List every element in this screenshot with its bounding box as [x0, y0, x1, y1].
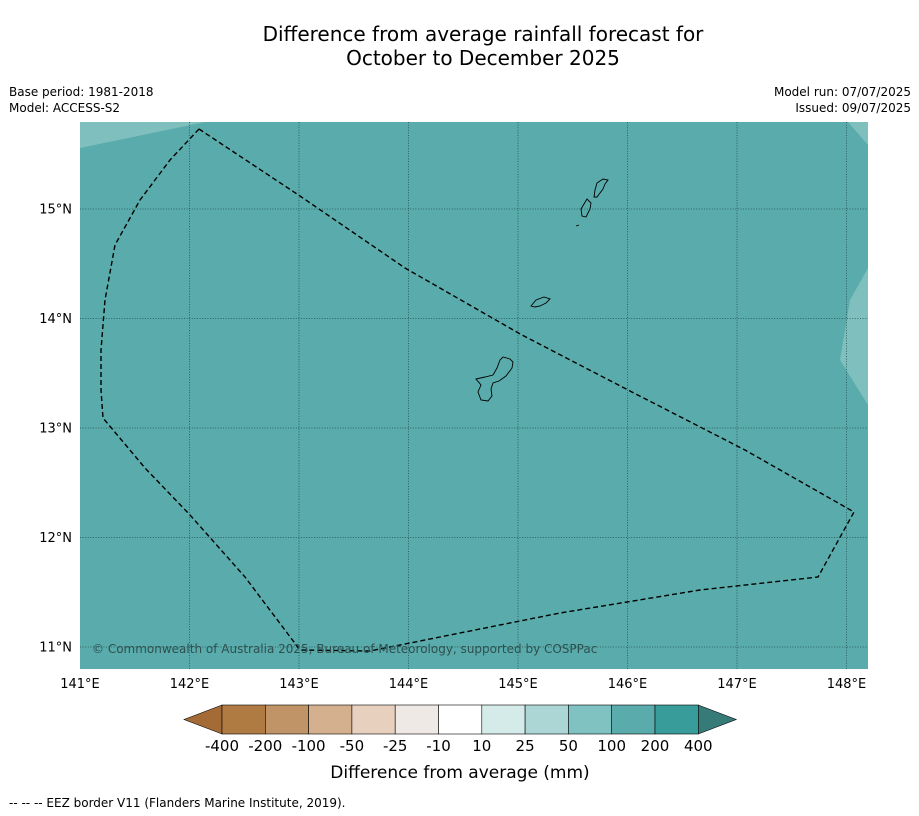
colorbar-tick-label: 50: [559, 737, 578, 755]
model-info: Base period: 1981-2018 Model: ACCESS-S2: [9, 84, 154, 116]
colorbar-swatch: [221, 704, 266, 735]
island-aguijan: [575, 224, 580, 227]
issued-label: Issued: 09/07/2025: [795, 101, 911, 115]
rainfall-region-light-ne: [848, 122, 868, 145]
map-title: Difference from average rainfall forecas…: [0, 22, 919, 70]
lat-label-12: 12°N: [39, 531, 72, 546]
colorbar-tick-label: 100: [597, 737, 626, 755]
rainfall-region-light-e: [840, 268, 868, 405]
model-label: Model: ACCESS-S2: [9, 101, 121, 115]
colorbar-swatch: [351, 704, 396, 735]
model-run-label: Model run: 07/07/2025: [773, 85, 911, 99]
colorbar-swatch: [524, 704, 569, 735]
colorbar-swatch: [264, 704, 309, 735]
island-rota: [530, 296, 551, 308]
lon-label-148: 148°E: [827, 677, 867, 692]
longitude-labels: 141°E 142°E 143°E 144°E 145°E 146°E 147°…: [60, 677, 866, 692]
base-period-label: Base period: 1981-2018: [9, 85, 154, 99]
title-line-2: October to December 2025: [346, 46, 620, 70]
colorbar-tick-label: 10: [472, 737, 491, 755]
eez-legend-note: -- -- -- EEZ border V11 (Flanders Marine…: [9, 796, 346, 810]
lon-label-142: 142°E: [170, 677, 210, 692]
lon-label-143: 143°E: [279, 677, 319, 692]
rainfall-region-light-nw: [80, 122, 205, 148]
colorbar-swatch: [611, 704, 656, 735]
lat-label-11: 11°N: [39, 641, 72, 656]
colorbar-swatches: [183, 704, 738, 735]
colorbar-tick-label: -200: [248, 737, 282, 755]
lon-label-146: 146°E: [608, 677, 648, 692]
colorbar-tick-label: 400: [684, 737, 713, 755]
island-guam: [475, 356, 514, 402]
map-area: © Commonwealth of Australia 2025, Bureau…: [80, 122, 868, 669]
colorbar-swatch: [481, 704, 526, 735]
colorbar-swatch: [438, 704, 483, 735]
colorbar-swatch: [394, 704, 439, 735]
graticule: [80, 122, 868, 669]
lon-label-144: 144°E: [389, 677, 429, 692]
lat-label-14: 14°N: [39, 312, 72, 327]
run-info: Model run: 07/07/2025 Issued: 09/07/2025: [774, 84, 911, 116]
colorbar-tick-label: -50: [340, 737, 365, 755]
colorbar-tick-label: -400: [205, 737, 239, 755]
colorbar: -400 -200 -100 -50 -25 -10 10 25 50 100 200 400 Dif…: [183, 704, 738, 783]
colorbar-tick-label: -100: [292, 737, 326, 755]
colorbar-tick-label: 25: [516, 737, 535, 755]
lon-label-147: 147°E: [717, 677, 757, 692]
island-tinian: [580, 198, 592, 218]
coastlines: [475, 178, 609, 402]
colorbar-label: Difference from average (mm): [330, 763, 589, 783]
latitude-labels: 15°N 14°N 13°N 12°N 11°N: [39, 203, 72, 656]
rainfall-field: [80, 122, 868, 669]
colorbar-tick-label: -25: [383, 737, 408, 755]
lat-label-13: 13°N: [39, 422, 72, 437]
title-line-1: Difference from average rainfall forecas…: [262, 22, 704, 46]
colorbar-tick-label: -10: [426, 737, 451, 755]
lon-label-145: 145°E: [498, 677, 538, 692]
colorbar-swatch: [308, 704, 353, 735]
colorbar-extend-high: [697, 704, 738, 735]
lon-label-141: 141°E: [60, 677, 100, 692]
colorbar-tick-label: 200: [641, 737, 670, 755]
island-saipan: [593, 178, 609, 198]
eez-border: [100, 128, 855, 652]
colorbar-swatch: [568, 704, 613, 735]
colorbar-swatch: [654, 704, 699, 735]
colorbar-extend-low: [183, 704, 223, 735]
copyright-text: © Commonwealth of Australia 2025, Bureau…: [92, 642, 597, 656]
colorbar-tick-labels: -400 -200 -100 -50 -25 -10 10 25 50 100 200 400: [205, 737, 713, 755]
lat-label-15: 15°N: [39, 203, 72, 218]
